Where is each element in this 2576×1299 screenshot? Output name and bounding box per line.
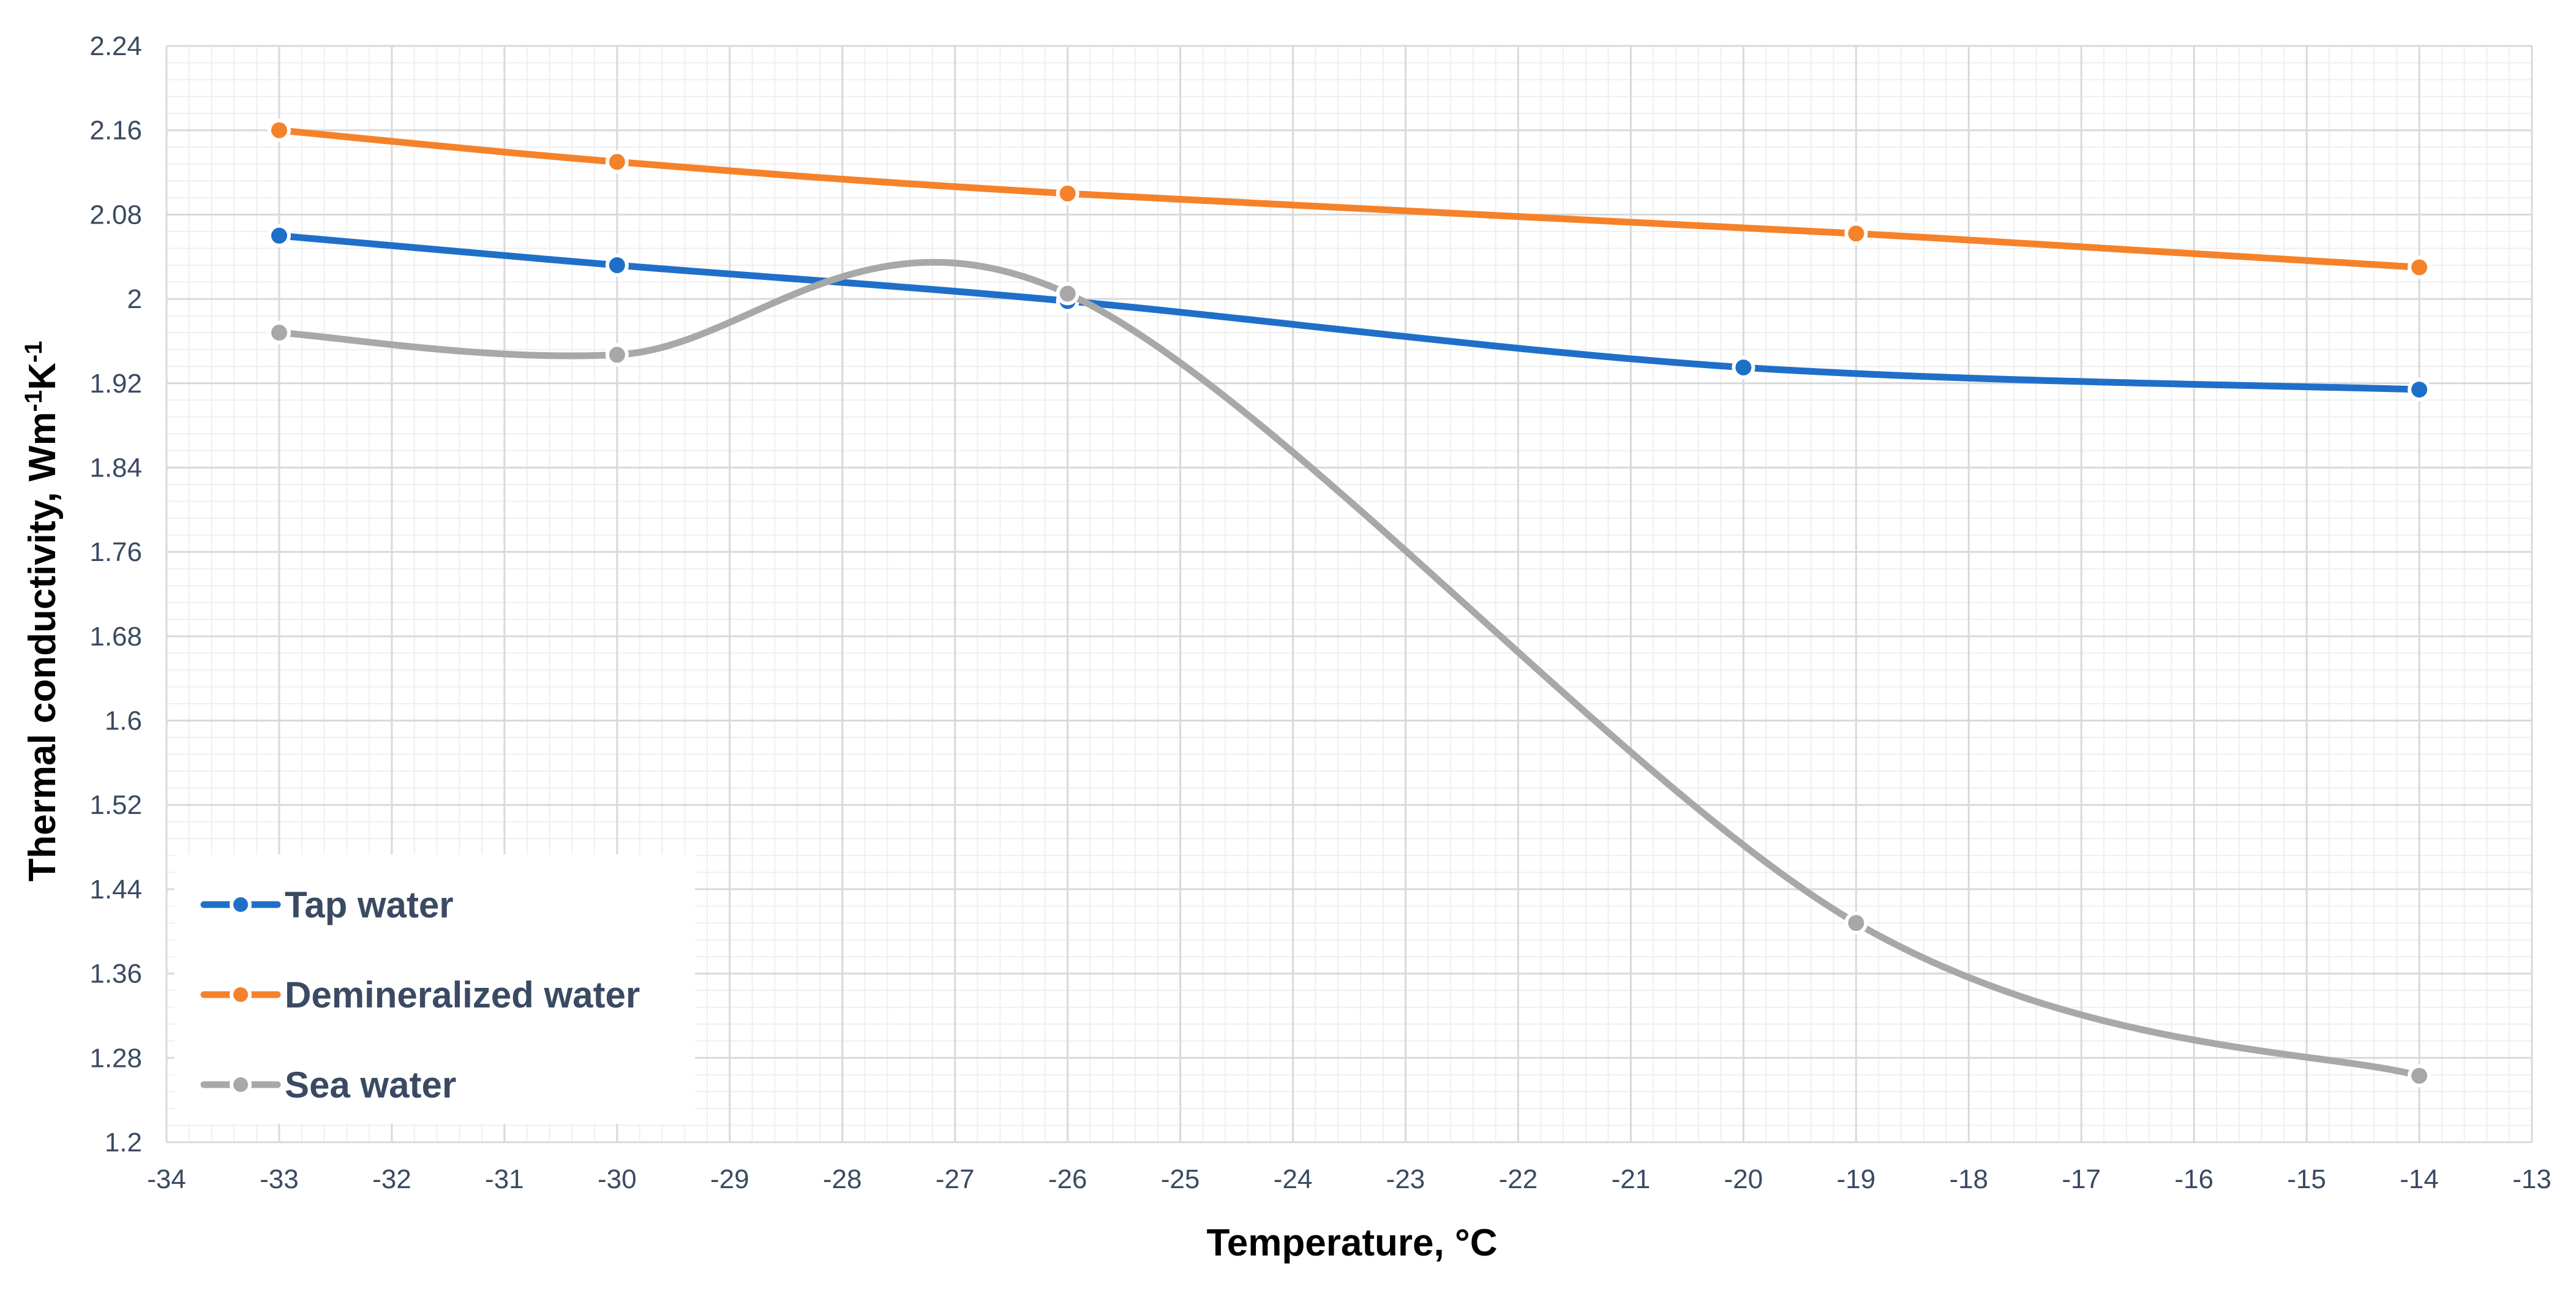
legend-label: Demineralized water [285, 974, 640, 1015]
data-point-demineralized-water [267, 118, 291, 142]
y-tick-label: 2 [127, 284, 142, 314]
x-tick-label: -28 [823, 1164, 862, 1194]
x-axis-tick-labels: -34 -33 -32 -31 -30 -29 -28 -27 -26 -25 -24 -23 -22 -… [147, 1164, 2552, 1194]
x-tick-label: -18 [1949, 1164, 1988, 1194]
legend-marker [230, 984, 252, 1006]
legend-label: Sea water [285, 1064, 456, 1105]
y-tick-label: 1.76 [89, 537, 142, 567]
y-tick-label: 1.28 [89, 1043, 142, 1073]
x-tick-label: -19 [1836, 1164, 1876, 1194]
data-point-demineralized-water [1844, 222, 1868, 246]
x-tick-label: -21 [1612, 1164, 1651, 1194]
x-tick-label: -25 [1161, 1164, 1200, 1194]
data-point-sea-water [1056, 282, 1080, 306]
x-tick-label: -30 [598, 1164, 637, 1194]
data-point-tap-water [267, 224, 291, 247]
legend-item-sea-water: Sea water [200, 1064, 456, 1105]
y-tick-label: 1.52 [89, 790, 142, 820]
x-tick-label: -15 [2287, 1164, 2326, 1194]
legend-background [175, 854, 695, 1124]
data-point-demineralized-water [605, 150, 629, 174]
legend-marker [230, 1074, 252, 1096]
y-axis-tick-labels: 1.2 1.28 1.36 1.44 1.52 1.6 1.68 1.76 1.84 1.92 2 2… [89, 31, 142, 1158]
legend-label: Tap water [285, 884, 454, 925]
x-tick-label: -29 [710, 1164, 749, 1194]
data-point-demineralized-water [2408, 255, 2431, 279]
y-tick-label: 1.36 [89, 959, 142, 989]
series-line-sea-water [276, 258, 2423, 1080]
x-tick-label: -32 [372, 1164, 411, 1194]
x-tick-label: -14 [2400, 1164, 2439, 1194]
x-tick-label: -17 [2062, 1164, 2101, 1194]
x-tick-label: -20 [1724, 1164, 1763, 1194]
data-point-tap-water [1732, 355, 1756, 379]
series-line-tap-water [276, 232, 2423, 393]
x-tick-label: -27 [936, 1164, 975, 1194]
data-point-sea-water [1844, 911, 1868, 935]
data-point-tap-water [605, 254, 629, 277]
data-point-sea-water [267, 321, 291, 345]
series-line-demineralized-water [276, 127, 2423, 271]
x-tick-label: -24 [1274, 1164, 1313, 1194]
x-tick-label: -16 [2174, 1164, 2214, 1194]
series-tap-water [267, 224, 2431, 402]
x-tick-label: -23 [1386, 1164, 1425, 1194]
x-tick-label: -31 [485, 1164, 524, 1194]
series-sea-water [267, 258, 2431, 1088]
y-tick-label: 1.6 [105, 706, 142, 736]
legend-marker [230, 894, 252, 916]
y-tick-label: 1.68 [89, 622, 142, 652]
y-tick-label: 2.16 [89, 116, 142, 146]
legend-item-demineralized-water: Demineralized water [200, 974, 640, 1015]
y-tick-label: 1.2 [105, 1128, 142, 1158]
y-tick-label: 2.24 [89, 31, 142, 61]
y-tick-label: 2.08 [89, 200, 142, 230]
x-tick-label: -13 [2512, 1164, 2552, 1194]
y-tick-label: 1.44 [89, 875, 142, 905]
legend: Tap water Demineralized water Sea water [175, 854, 695, 1124]
series-demineralized-water [267, 118, 2431, 279]
y-tick-label: 1.84 [89, 453, 142, 483]
x-tick-label: -26 [1048, 1164, 1087, 1194]
x-tick-label: -34 [147, 1164, 186, 1194]
x-tick-label: -33 [260, 1164, 299, 1194]
y-tick-label: 1.92 [89, 369, 142, 399]
data-point-demineralized-water [1056, 181, 1080, 205]
x-axis-title: Temperature, °C [1207, 1222, 1498, 1264]
data-point-tap-water [2408, 378, 2431, 402]
y-axis-title: Thermal conductivity, Wm-1K-1 [20, 341, 64, 881]
series-lines [267, 118, 2431, 1088]
data-point-sea-water [2408, 1064, 2431, 1088]
legend-item-tap-water: Tap water [200, 884, 454, 925]
x-tick-label: -22 [1499, 1164, 1538, 1194]
data-point-sea-water [605, 343, 629, 367]
